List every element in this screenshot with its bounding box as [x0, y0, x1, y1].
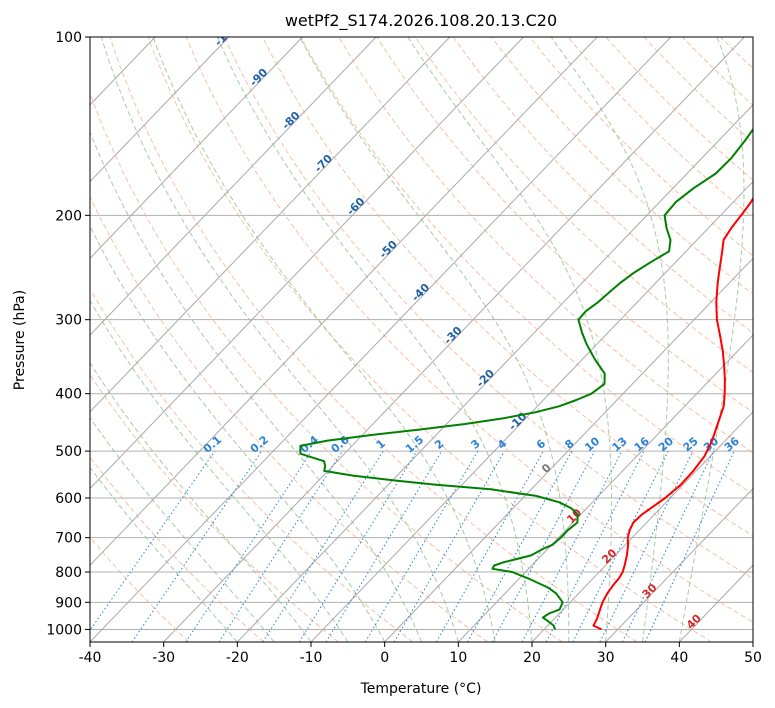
moist-adiabat-line [90, 225, 386, 642]
x-axis: -40 -30 -20 -10 0 10 20 30 40 50 [79, 642, 762, 666]
isotherm-line [236, 104, 753, 642]
isotherm-line [90, 37, 598, 566]
mixing-ratio-line [90, 450, 216, 632]
x-tick-label: 0 [380, 650, 389, 666]
y-tick-label: 400 [55, 387, 82, 403]
mixing-ratio-line [131, 450, 263, 642]
dry-adiabat-line [90, 287, 414, 642]
y-axis-label: Pressure (hPa) [12, 290, 28, 390]
isotherm-line [384, 257, 753, 642]
mixing-ratio-line [393, 450, 505, 642]
mixing-ratio-line [491, 450, 595, 642]
y-tick-label: 900 [55, 595, 82, 611]
mixing-ratio-line [435, 450, 544, 642]
moist-adiabat-line [90, 362, 312, 642]
mixing-ratio-line [262, 450, 384, 642]
profile-series [299, 127, 753, 631]
x-axis-label: Temperature (°C) [360, 681, 482, 697]
dry-adiabat-line [414, 37, 753, 373]
dry-adiabat-line [90, 195, 488, 642]
y-axis: 100 200 300 400 500 600 700 800 900 1000 [46, 30, 90, 638]
mixing-ratio-line [467, 450, 573, 642]
pressure-gridlines [90, 37, 753, 630]
chart-title: wetPf2_S174.2026.108.20.13.C20 [285, 11, 557, 31]
plot-frame [89, 36, 754, 643]
dry-adiabat-line [262, 37, 753, 537]
dry-adiabat-line [109, 37, 638, 642]
isotherm-line [90, 37, 303, 260]
x-tick-label: 30 [597, 650, 615, 666]
mixing-ratio-lines [90, 450, 735, 642]
mixing-ratio-line [644, 450, 735, 642]
moist-adiabat-line [90, 130, 422, 642]
moist-adiabat-line [100, 37, 459, 642]
y-tick-label: 300 [55, 313, 82, 329]
mixing-ratio-line [325, 450, 443, 642]
isotherm-line [90, 37, 230, 183]
dry-adiabat-line [300, 37, 753, 495]
isotherm-line [90, 37, 377, 336]
x-tick-label: -30 [152, 650, 175, 666]
x-tick-label: -20 [226, 650, 249, 666]
y-tick-label: 1000 [46, 622, 82, 638]
isotherm-line [163, 37, 745, 642]
x-tick-label: -10 [300, 650, 323, 666]
x-tick-label: 10 [449, 650, 467, 666]
dry-adiabat-line [90, 536, 190, 642]
plot-area: -100-90-80-70-60-50-40-30-20-10010203040… [90, 20, 753, 642]
y-tick-label: 700 [55, 531, 82, 547]
y-tick-label: 500 [55, 444, 82, 460]
moist-adiabat-line [550, 37, 669, 642]
x-tick-label: -40 [79, 650, 102, 666]
y-tick-label: 200 [55, 208, 82, 224]
isotherm-line [310, 180, 753, 642]
dry-adiabat-line [567, 37, 753, 219]
isotherm-label: -100 [212, 20, 241, 49]
y-tick-label: 600 [55, 491, 82, 507]
isotherm-line [90, 37, 524, 490]
moist-adiabat-lines [90, 37, 745, 642]
x-tick-label: 40 [670, 650, 688, 666]
dry-adiabat-line [90, 456, 264, 642]
dewpoint-profile-line [299, 127, 753, 630]
dry-adiabat-line [529, 37, 753, 257]
isotherm-line [90, 37, 672, 642]
moist-adiabat-line [152, 37, 496, 642]
temperature-profile-line [592, 196, 753, 631]
moist-adiabat-line [216, 37, 533, 642]
moist-adiabat-line [299, 37, 570, 642]
y-tick-label: 800 [55, 565, 82, 581]
isotherm-line [605, 487, 753, 642]
moist-adiabat-line [407, 37, 613, 642]
dry-adiabat-line [224, 37, 753, 580]
mixing-ratio-line [364, 450, 479, 642]
mixing-ratio-line [599, 450, 694, 642]
mixing-ratio-line [218, 450, 343, 642]
mixing-ratio-line [298, 450, 418, 642]
mixing-ratio-line [621, 450, 714, 642]
moist-adiabat-line [678, 37, 745, 642]
y-tick-label: 100 [55, 30, 82, 46]
x-tick-label: 50 [744, 650, 762, 666]
dry-adiabat-line [452, 37, 753, 334]
moist-adiabat-line [90, 416, 275, 642]
dry-adiabat-line [147, 37, 712, 642]
isotherm-line [90, 37, 451, 413]
dry-adiabat-line [90, 91, 563, 642]
mixing-ratio-labels: 0.1 0.2 0.4 0.6 1 1.5 2 3 4 6 8 10 13 16 20 25 30 36 [201, 433, 742, 456]
dry-adiabat-line [605, 37, 753, 181]
x-tick-label: 20 [523, 650, 541, 666]
